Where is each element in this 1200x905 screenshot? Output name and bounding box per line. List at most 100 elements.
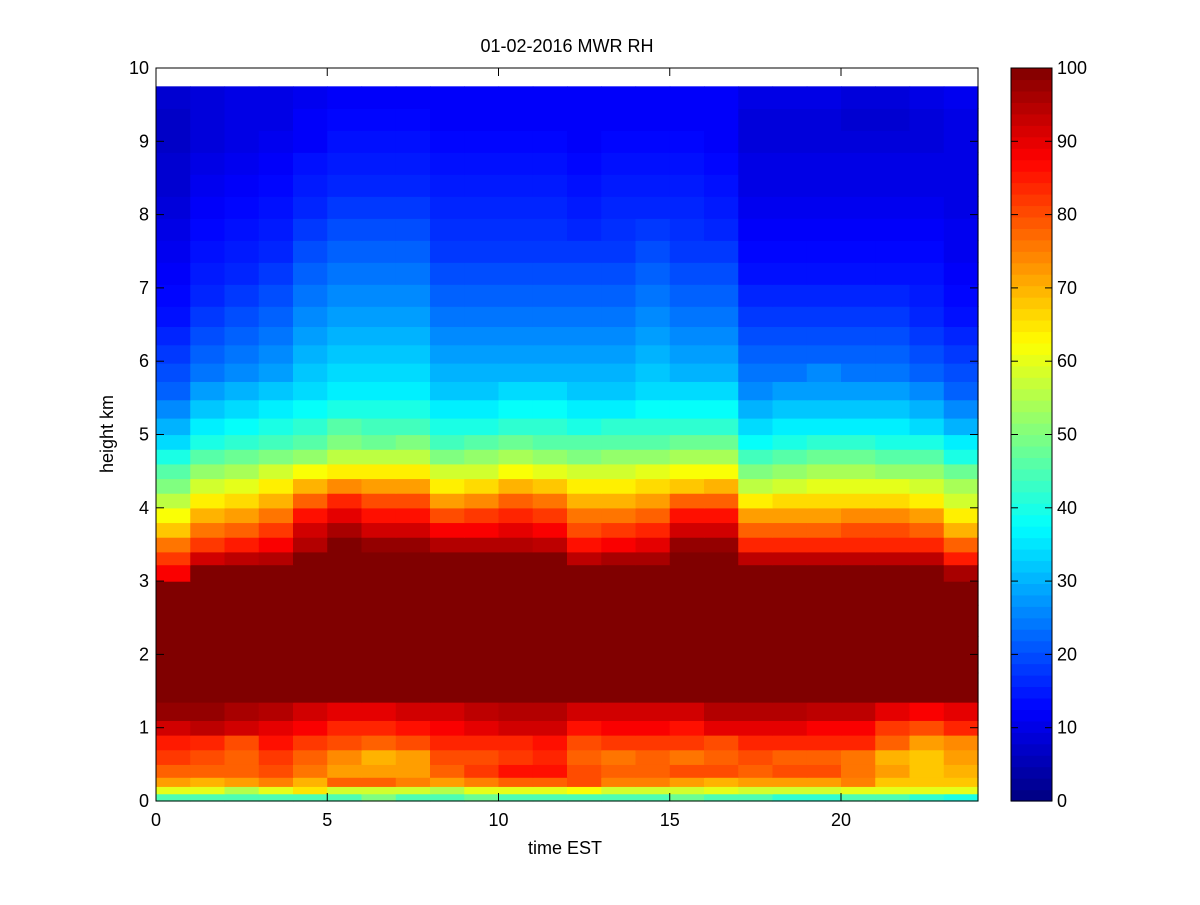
heatmap-cell [875,240,911,263]
heatmap-cell [327,702,363,721]
heatmap-cell [635,196,671,219]
heatmap-cell [258,434,294,450]
heatmap-cell [464,581,500,606]
heatmap-cell [738,786,774,795]
heatmap-cell [943,306,979,327]
heatmap-cell [601,130,637,153]
heatmap-cell [532,478,568,494]
heatmap-cell [875,551,911,566]
heatmap-cell [224,434,260,450]
heatmap-cell [327,108,363,131]
heatmap-cell [669,434,705,450]
heatmap-cell [532,581,568,606]
heatmap-cell [738,174,774,197]
heatmap-cell [772,581,808,606]
heatmap-cell [909,152,945,175]
heatmap-cell [875,152,911,175]
heatmap-cell [635,764,671,778]
heatmap-cell [395,786,431,795]
heatmap-cell [841,152,876,175]
heatmap-cell [601,478,637,494]
heatmap-cell [327,434,363,450]
heatmap-cell [772,463,808,480]
colorbar-segment [1011,159,1052,172]
heatmap-cell [224,174,260,197]
heatmap-cell [806,152,842,175]
heatmap-cell [395,86,431,109]
heatmap-cell [806,604,842,637]
heatmap-cell [395,537,431,553]
heatmap-cell [567,764,602,778]
heatmap-cell [909,418,945,436]
heatmap-cell [635,449,671,465]
heatmap-cell [498,399,534,419]
heatmap-cell [909,507,945,524]
heatmap-cell [361,749,397,765]
heatmap-cell [498,493,534,509]
heatmap-cell [909,326,945,346]
heatmap-cell [361,418,397,436]
heatmap-cell [875,262,911,285]
heatmap-cell [601,152,637,175]
heatmap-cell [704,735,739,751]
heatmap-cell [532,786,568,795]
heatmap-cell [190,764,226,778]
heatmap-cell [532,764,568,778]
heatmap-cell [635,702,671,721]
heatmap-cell [738,326,774,346]
heatmap-cell [841,306,876,327]
heatmap-cell [841,522,876,538]
heatmap-cell [498,564,534,582]
heatmap-cell [635,344,671,364]
heatmap-cell [498,522,534,538]
heatmap-cell [361,786,397,795]
heatmap-cell [258,672,294,703]
colorbar-segment [1011,251,1052,264]
heatmap-cell [327,418,363,436]
heatmap-cell [464,326,500,346]
heatmap-cell [669,764,705,778]
heatmap-cell [327,284,363,307]
heatmap-cell [806,522,842,538]
heatmap-cell [669,174,705,197]
heatmap-cell [704,522,739,538]
heatmap-cell [361,564,397,582]
heatmap-cell [532,522,568,538]
heatmap-cell [669,749,705,765]
heatmap-cell [532,720,568,736]
heatmap-cell [567,672,602,703]
heatmap-cell [258,636,294,674]
heatmap-cell [532,130,568,153]
heatmap-cell [567,735,602,751]
heatmap-cell [395,463,431,480]
heatmap-cell [875,636,911,674]
heatmap-cell [738,449,774,465]
heatmap-cell [601,564,637,582]
heatmap-cell [293,702,328,721]
heatmap-cell [190,786,226,795]
heatmap-cell [327,672,363,703]
heatmap-cell [909,86,945,109]
heatmap-cell [738,493,774,509]
heatmap-cell [395,196,431,219]
heatmap-cell [567,636,602,674]
heatmap-cell [395,564,431,582]
heatmap-cell [293,564,328,582]
heatmap-cell [772,284,808,307]
heatmap-cell [224,786,260,795]
heatmap-cell [532,284,568,307]
heatmap-cell [909,262,945,285]
heatmap-cell [156,522,191,538]
heatmap-cell [704,108,739,131]
heatmap-cell [738,537,774,553]
heatmap-cell [567,564,602,582]
heatmap-cell [156,537,191,553]
heatmap-cell [430,399,465,419]
heatmap-cell [361,581,397,606]
heatmap-cell [430,418,465,436]
heatmap-cell [224,130,260,153]
heatmap-cell [669,284,705,307]
heatmap-cell [327,537,363,553]
heatmap-cell [669,636,705,674]
heatmap-cell [532,381,568,401]
